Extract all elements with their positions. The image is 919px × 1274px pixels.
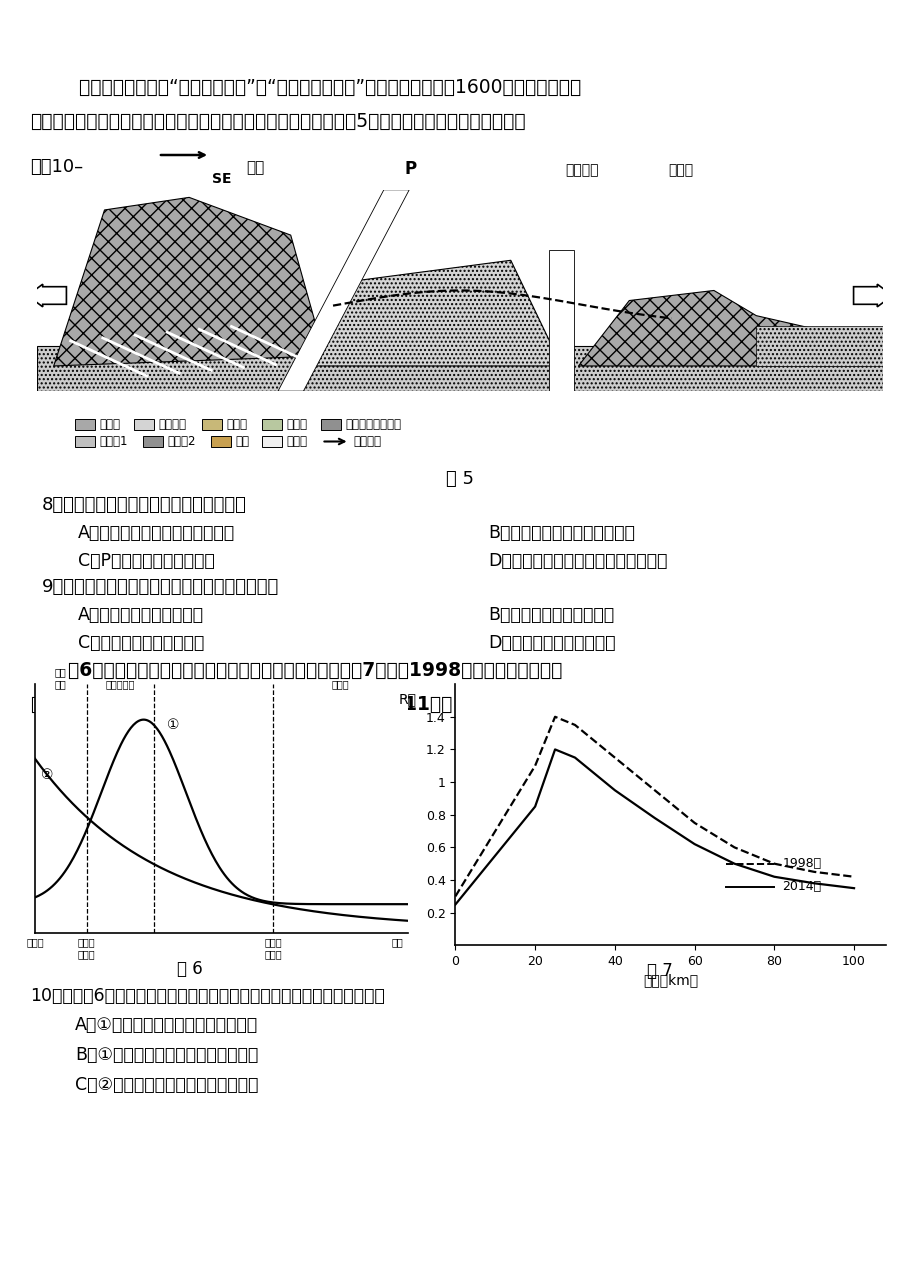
1998年 — [649, 782, 660, 798]
Text: 鄱阳湖: 鄱阳湖 — [667, 163, 692, 177]
Text: 密度与服务业就业人口密度比値（R値）的空间分布图。读图回畉10—11题。: 密度与服务业就业人口密度比値（R値）的空间分布图。读图回畉10—11题。 — [30, 696, 452, 713]
Line: 1998年: 1998年 — [455, 717, 853, 897]
Text: C．P地的地质地貌是背斜谷: C．P地的地质地貌是背斜谷 — [78, 552, 214, 569]
FancyBboxPatch shape — [75, 436, 95, 447]
FancyBboxPatch shape — [202, 419, 222, 431]
FancyBboxPatch shape — [75, 419, 95, 431]
1998年 — [608, 750, 619, 766]
1998年 — [808, 864, 819, 879]
Text: D．图示地质过程中，鄙阳湖湖心西移: D．图示地质过程中，鄙阳湖湖心西移 — [487, 552, 666, 569]
Text: 10．根据图6判断，关于该市制造业、服务业空间分布及影响因素正确的定: 10．根据图6判断，关于该市制造业、服务业空间分布及影响因素正确的定 — [30, 987, 384, 1005]
1998年 — [569, 717, 580, 733]
Text: 城市边缘区: 城市边缘区 — [106, 679, 135, 689]
Text: 9．结合材料判断，海昏侯墓保存完好主要得益于: 9．结合材料判断，海昏侯墓保存完好主要得益于 — [42, 578, 279, 596]
2014年 — [509, 823, 520, 838]
Text: 沉积岩2: 沉积岩2 — [167, 434, 196, 448]
Polygon shape — [578, 290, 866, 366]
Text: B．①曲线是服务业，影响因素是交通: B．①曲线是服务业，影响因素是交通 — [75, 1046, 258, 1064]
Polygon shape — [755, 326, 882, 366]
FancyBboxPatch shape — [142, 436, 163, 447]
Text: B．地质稳定，环境变迁小: B．地质稳定，环境变迁小 — [487, 606, 614, 624]
1998年 — [489, 823, 500, 838]
1998年 — [847, 869, 858, 884]
Text: 图 6: 图 6 — [177, 961, 203, 978]
2014年 — [808, 875, 819, 891]
Text: SE: SE — [211, 172, 232, 186]
Text: A．图示范围内的岂石均是沉积岂: A．图示范围内的岂石均是沉积岂 — [78, 524, 235, 541]
2014年 — [728, 856, 739, 871]
Text: A．岂性坚硬，外力侵蚀弱: A．岂性坚硬，外力侵蚀弱 — [78, 606, 204, 624]
Text: R值: R值 — [398, 692, 416, 706]
Text: A．①曲线是制造业，影响因素是政策: A．①曲线是制造业，影响因素是政策 — [75, 1015, 258, 1034]
Text: 片麻岩: 片麻岩 — [226, 418, 247, 431]
2014年 — [608, 782, 619, 798]
Polygon shape — [53, 197, 324, 366]
Text: ②: ② — [41, 768, 53, 782]
1998年 — [449, 889, 460, 905]
Text: 2014年: 2014年 — [781, 880, 821, 893]
FancyArrow shape — [853, 284, 891, 307]
Text: 远郊区: 远郊区 — [331, 679, 348, 689]
1998年 — [549, 710, 560, 725]
1998年 — [470, 856, 481, 871]
Text: ①: ① — [166, 719, 179, 733]
Polygon shape — [37, 345, 882, 391]
Text: 断层: 断层 — [234, 434, 249, 448]
Text: 花岗岩: 花岗岩 — [99, 418, 119, 431]
FancyBboxPatch shape — [321, 419, 341, 431]
Text: P: P — [404, 161, 416, 178]
X-axis label: 距离（km）: 距离（km） — [642, 973, 698, 987]
2014年 — [449, 897, 460, 912]
1998年 — [768, 856, 779, 871]
Text: 海昏侯墓: 海昏侯墓 — [564, 163, 598, 177]
Text: 图 5: 图 5 — [446, 470, 473, 488]
Text: C．地壳运动，沉入湖底久: C．地壳运动，沉入湖底久 — [78, 634, 204, 652]
FancyBboxPatch shape — [134, 419, 154, 431]
1998年 — [529, 758, 540, 773]
Text: 沉积岩1: 沉积岩1 — [99, 434, 128, 448]
2014年 — [649, 810, 660, 826]
FancyBboxPatch shape — [210, 436, 231, 447]
Text: 浅变质岩、岩茭岩: 浅变质岩、岩茭岩 — [346, 418, 401, 431]
FancyArrow shape — [28, 284, 66, 307]
Polygon shape — [278, 190, 409, 391]
2014年 — [589, 766, 600, 781]
2014年 — [549, 741, 560, 757]
Text: 受力方向: 受力方向 — [353, 434, 381, 448]
2014年 — [489, 848, 500, 864]
2014年 — [688, 837, 699, 852]
Text: B．庐山的隆起主要是断裂抬升: B．庐山的隆起主要是断裂抬升 — [487, 524, 634, 541]
Text: 考古界人士常说：“汉墓十室九空”。“沉海昏，立吴城”在鄙阳湖边流传了1600多年。近年来，: 考古界人士常说：“汉墓十室九空”。“沉海昏，立吴城”在鄙阳湖边流传了1600多年… — [55, 78, 581, 97]
Line: 2014年: 2014年 — [455, 749, 853, 905]
Text: 8．关于图示区域的地质活动描述正确的是: 8．关于图示区域的地质活动描述正确的是 — [42, 496, 246, 513]
FancyBboxPatch shape — [262, 419, 282, 431]
Text: 图6为我国某一线城市制造业、服务业空间分布模式图，图7为该庄1998年、制造业就业人口: 图6为我国某一线城市制造业、服务业空间分布模式图，图7为该庄1998年、制造业就… — [42, 661, 562, 680]
Text: D．加强保护，人为破坏少: D．加强保护，人为破坏少 — [487, 634, 615, 652]
2014年 — [470, 873, 481, 888]
Polygon shape — [549, 250, 573, 391]
2014年 — [569, 750, 580, 766]
Text: 中心
城区: 中心 城区 — [55, 668, 67, 689]
Text: 鄙阳湖出现了史上少有的低水位，让海昏侯墓呼现在人们面前。图5为鄙阳湖周边地区地质剖面图。: 鄙阳湖出现了史上少有的低水位，让海昏侯墓呼现在人们面前。图5为鄙阳湖周边地区地质… — [30, 112, 525, 131]
FancyBboxPatch shape — [262, 436, 282, 447]
2014年 — [768, 869, 779, 884]
Text: C．②曲线是制造业，影响因素是地价: C．②曲线是制造业，影响因素是地价 — [75, 1077, 258, 1094]
2014年 — [529, 799, 540, 814]
Text: 石英砂岩: 石英砂岩 — [158, 418, 187, 431]
Polygon shape — [303, 260, 561, 366]
Text: 图 7: 图 7 — [646, 962, 672, 980]
2014年 — [847, 880, 858, 896]
1998年 — [509, 791, 520, 806]
Text: 变质岩: 变质岩 — [286, 418, 307, 431]
Text: 庐山: 庐山 — [245, 161, 264, 175]
1998年 — [589, 734, 600, 749]
Text: 断裂带: 断裂带 — [286, 434, 307, 448]
1998年 — [688, 815, 699, 831]
Text: 1998年: 1998年 — [781, 857, 821, 870]
1998年 — [728, 840, 739, 855]
Text: 完戕10–: 完戕10– — [30, 158, 83, 176]
